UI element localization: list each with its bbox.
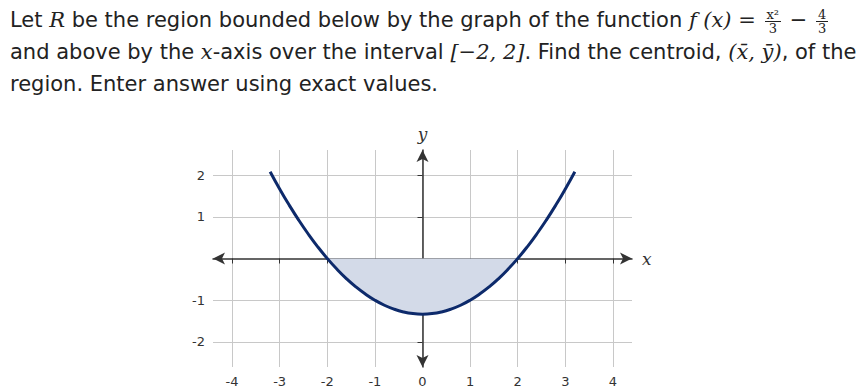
html-text:Let R be the region bounded be: Let R be the region bounded below by the… [10,6,780,32]
svg-text:0: 0 [418,374,426,388]
svg-text:-3: -3 [273,374,286,388]
svg-text:2: 2 [197,168,205,183]
svg-text:3: 3 [561,374,569,388]
svg-text:-4: -4 [226,374,239,388]
html-text:and above by the x -axis over: and above by the x -axis over the interv… [10,40,857,96]
svg-text:-2: -2 [321,374,334,388]
html-text:3: 3 [818,20,827,36]
svg-text:4: 4 [609,374,617,388]
svg-text:-1: -1 [368,374,381,388]
svg-text:x: x [642,249,652,269]
svg-text:1: 1 [197,209,205,224]
svg-text:-2: -2 [192,334,205,349]
html-text:3 − 4: 3 − 4 [768,6,827,36]
svg-text:y: y [417,125,428,144]
svg-text:-1: -1 [192,293,205,308]
svg-text:2: 2 [514,374,522,388]
svg-text:1: 1 [466,374,474,388]
